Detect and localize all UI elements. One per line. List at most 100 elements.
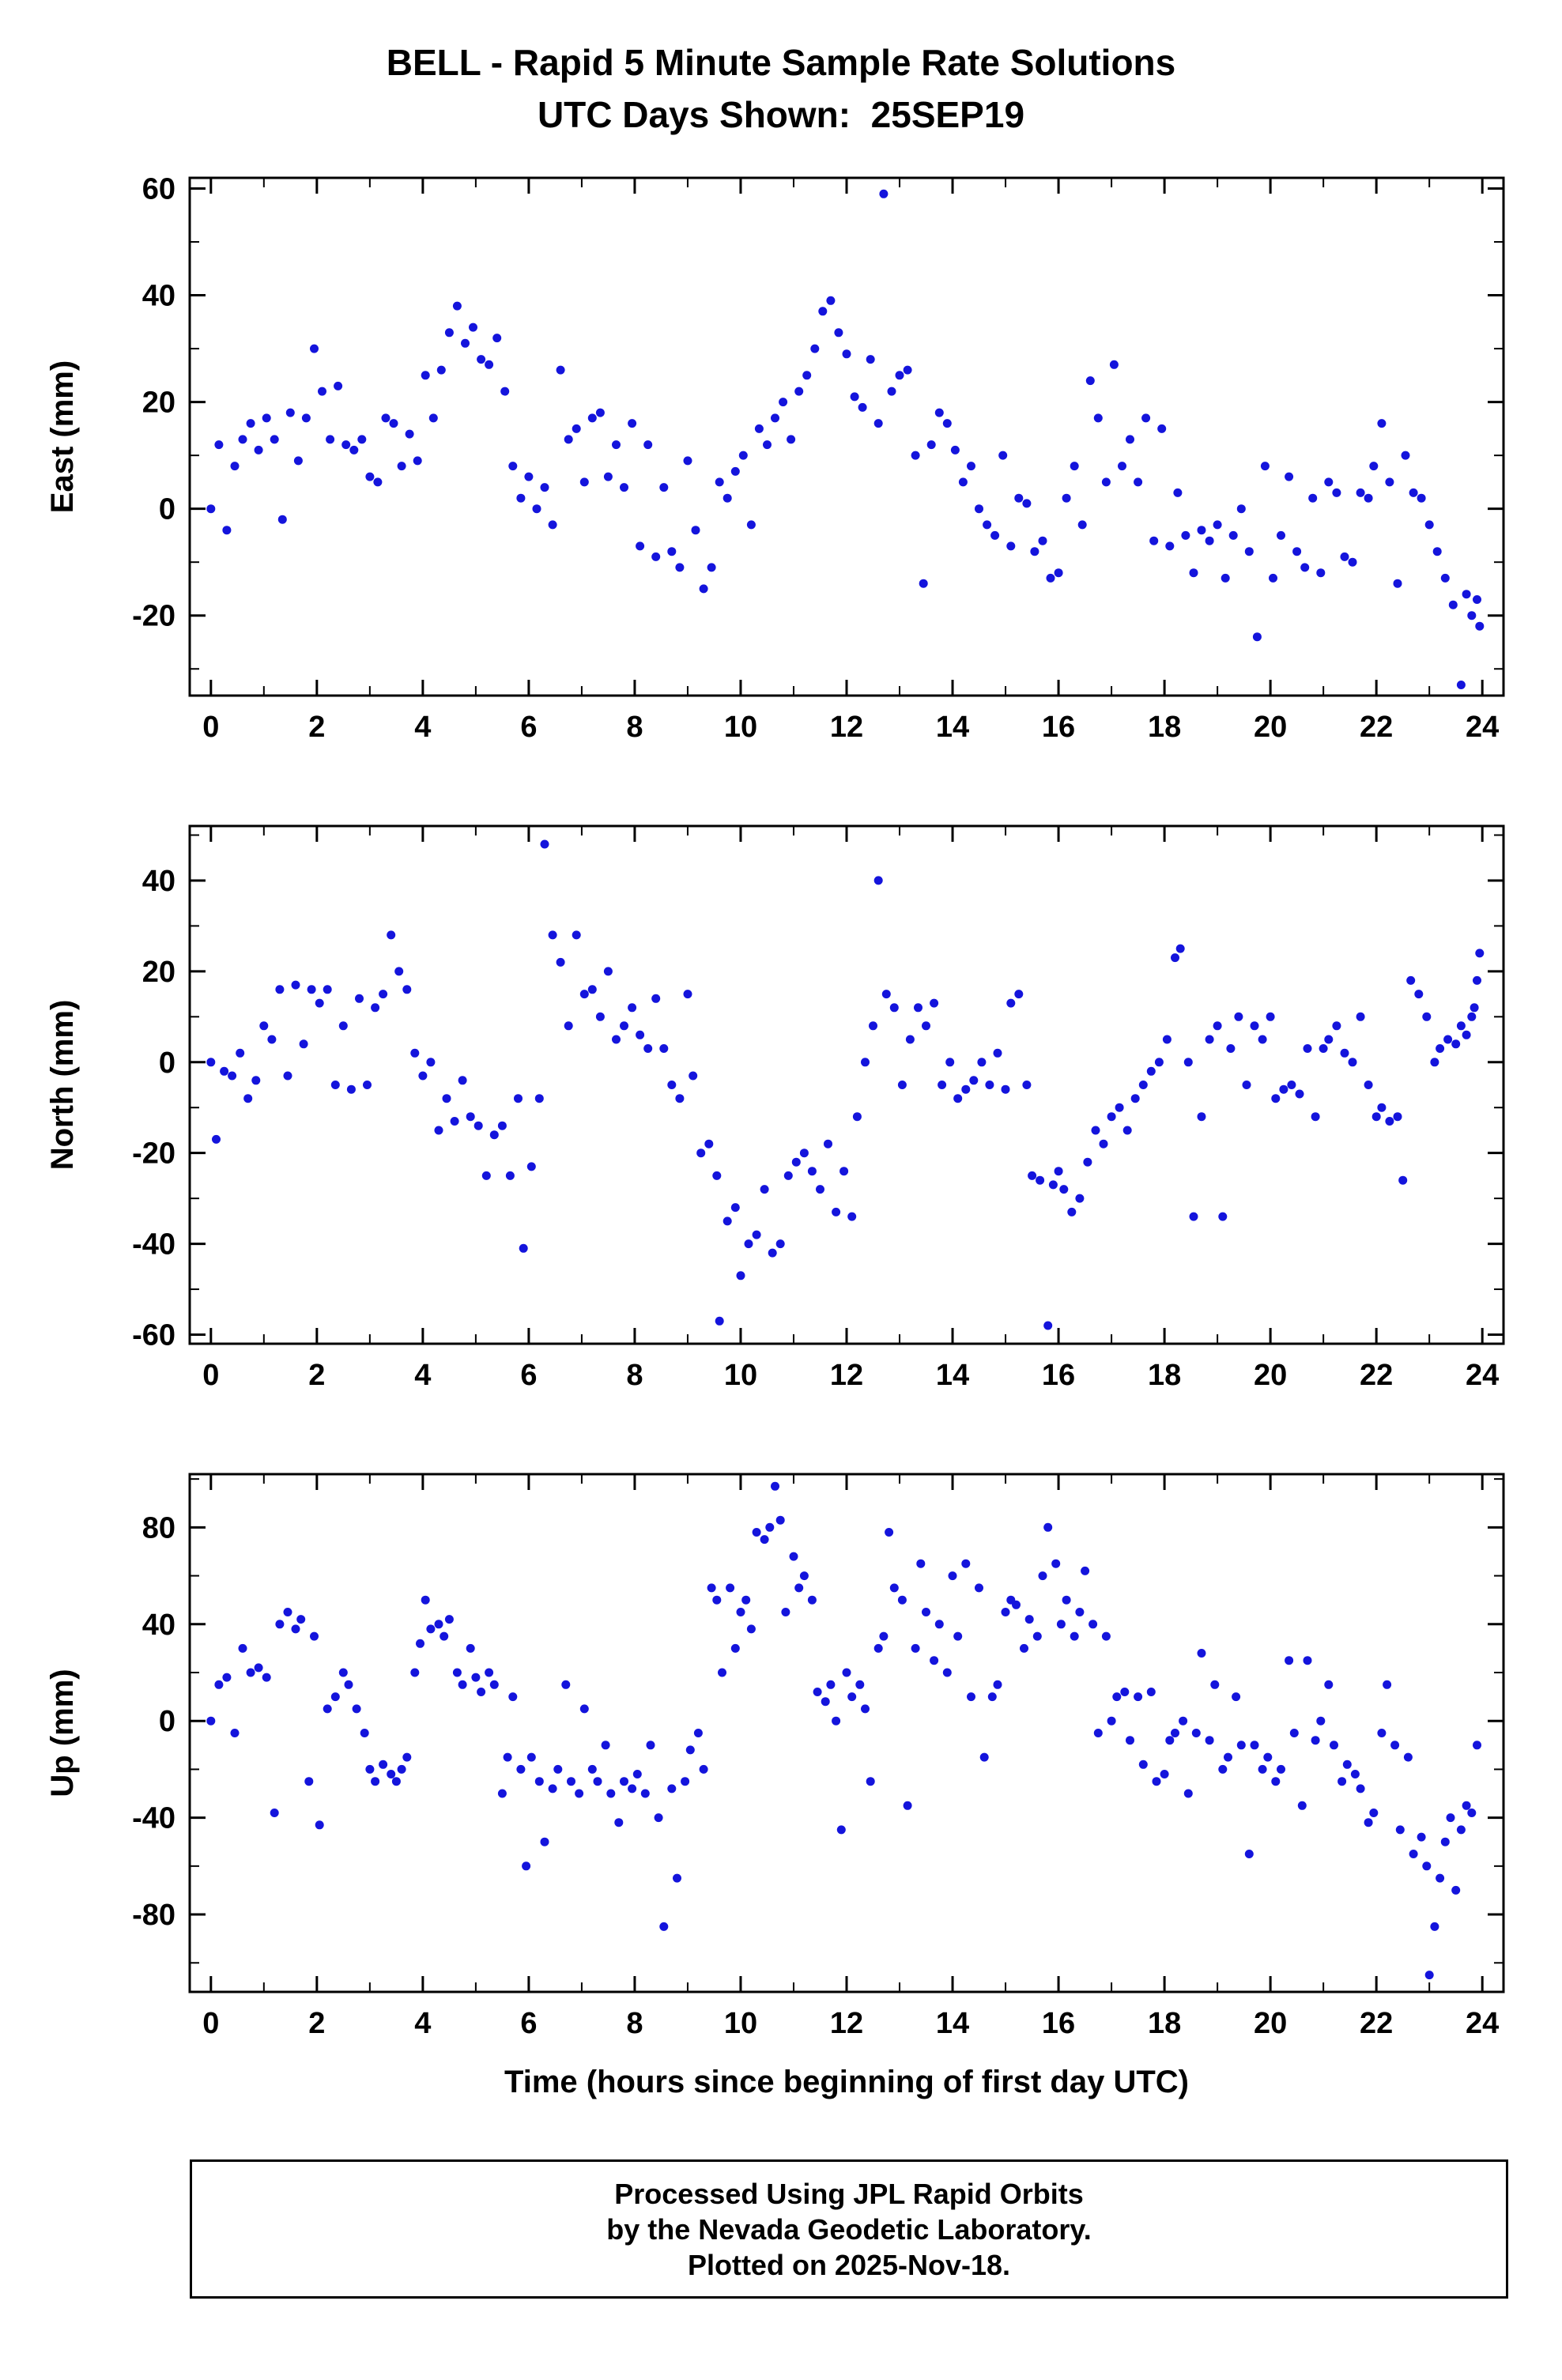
data-point [1022,499,1032,508]
data-point [1324,1035,1334,1044]
data-point [1022,1081,1032,1089]
data-point [1462,1801,1471,1810]
data-point [1348,557,1357,567]
data-point [355,994,364,1003]
data-point [847,1692,857,1702]
x-tick-label: 12 [830,2007,863,2040]
y-tick-label: 20 [142,956,175,989]
x-tick-label: 18 [1148,1359,1181,1392]
data-point [575,1789,584,1798]
data-point [1383,1680,1392,1689]
data-point [556,365,565,375]
data-point [730,1643,740,1653]
data-point [1258,1035,1267,1044]
data-point [1266,1012,1275,1021]
data-point [534,1777,544,1786]
data-point [1122,1126,1132,1135]
data-point [967,462,975,471]
data-point [1287,1081,1296,1089]
data-point [1252,632,1262,642]
data-point [299,1039,308,1049]
data-point [1440,573,1450,583]
data-point [685,1745,695,1755]
data-point [1385,477,1394,487]
data-point [405,429,414,439]
y-axis-title: Up (mm) [45,1669,80,1797]
data-point [440,1631,449,1641]
data-point [1006,998,1016,1008]
data-point [887,387,896,396]
data-point [775,1515,785,1525]
data-point [206,1716,216,1726]
data-point [434,1620,443,1629]
data-point [987,1692,997,1702]
data-point [1197,1649,1206,1658]
data-point [1456,1825,1466,1835]
data-point [746,1624,756,1634]
data-point [1205,1035,1214,1044]
data-point [736,1608,745,1616]
data-point [1197,1112,1206,1122]
data-point [842,349,851,359]
y-tick-label: -60 [132,1319,175,1352]
data-point [1093,413,1103,423]
data-point [1189,568,1198,578]
data-point [222,1673,232,1682]
data-point [919,579,928,588]
data-point [228,1071,237,1081]
data-point [1062,1595,1071,1605]
y-tick-label: 60 [142,173,175,206]
data-point [410,1668,420,1677]
data-point [861,1704,870,1714]
data-point [516,493,526,503]
data-point [421,371,430,380]
data-point [873,876,883,885]
data-point [612,440,621,450]
data-point [601,1741,610,1750]
data-point [477,355,486,364]
data-point [1289,1729,1299,1737]
data-point [1473,975,1481,985]
data-point [1077,520,1087,530]
x-tick-label: 14 [936,2007,969,2040]
data-point [338,1021,348,1031]
chart-title: BELL - Rapid 5 Minute Sample Rate Soluti… [386,42,1176,83]
panel-frame [188,824,1505,1345]
data-point [818,307,828,316]
data-point [842,1668,851,1677]
data-point [595,408,605,417]
data-point [301,413,311,423]
data-point [1295,1089,1304,1099]
data-point [1424,520,1434,530]
data-point [1093,1729,1103,1737]
data-point [1165,541,1175,551]
data-point [1369,462,1379,471]
data-point [1311,1736,1320,1745]
data-point [1236,504,1246,514]
data-point [850,392,859,402]
data-point [1377,419,1387,428]
data-point [603,967,613,976]
data-point [1300,563,1310,572]
data-point [847,1212,857,1221]
data-point [683,456,692,466]
data-point [1189,1212,1198,1221]
data-point [861,1058,870,1067]
data-point [794,387,804,396]
data-point [1364,493,1373,503]
data-point [1085,376,1095,386]
data-point [1205,1736,1214,1745]
data-point [768,1248,777,1258]
data-point [352,1704,361,1714]
data-point [485,1668,494,1677]
data-point [1152,1777,1161,1786]
data-point [1024,1615,1034,1624]
data-point [230,1729,240,1737]
data-point [977,1058,987,1067]
data-point [365,1764,375,1774]
data-point [1134,1692,1143,1702]
data-point [889,1583,899,1593]
data-point [1350,1770,1360,1778]
data-point [1467,1809,1477,1817]
footer-box: Processed Using JPL Rapid Orbits by the … [190,2159,1508,2299]
